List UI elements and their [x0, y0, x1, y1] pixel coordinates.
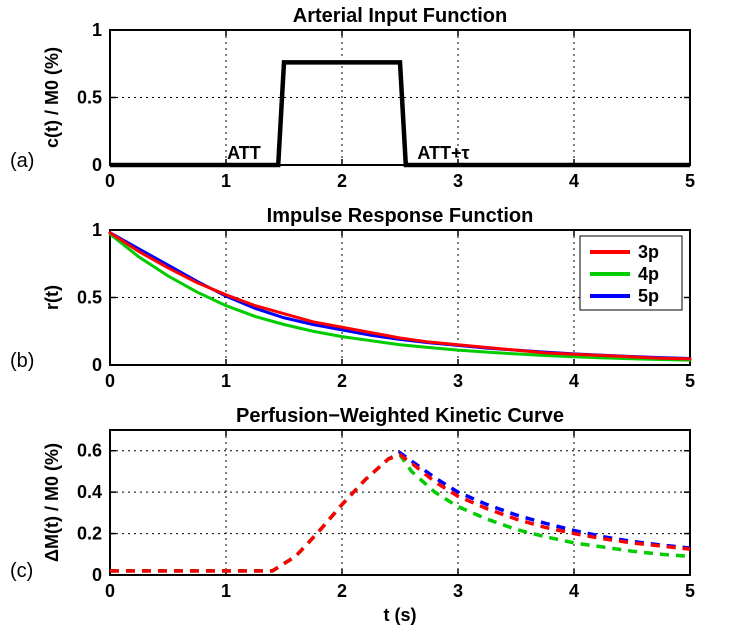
- legend-label-4p: 4p: [638, 264, 659, 284]
- svg-text:2: 2: [337, 171, 347, 191]
- kinetic-series-4p: [110, 455, 690, 571]
- svg-text:t (s): t (s): [384, 605, 417, 625]
- svg-text:3: 3: [453, 371, 463, 391]
- svg-text:0: 0: [92, 155, 102, 175]
- svg-text:4: 4: [569, 171, 579, 191]
- svg-text:2: 2: [337, 371, 347, 391]
- svg-text:0.2: 0.2: [77, 524, 102, 544]
- svg-text:r(t): r(t): [42, 285, 62, 310]
- figure-page: { "panel_labels": {"a": "(a)", "b": "(b)…: [0, 0, 729, 639]
- svg-text:0.5: 0.5: [77, 288, 102, 308]
- att-annotation: ATT: [227, 143, 261, 163]
- svg-text:Arterial Input Function: Arterial Input Function: [293, 5, 507, 27]
- att-tau-annotation: ATT+τ: [417, 143, 469, 163]
- svg-text:Perfusion−Weighted Kinetic Cur: Perfusion−Weighted Kinetic Curve: [236, 405, 564, 427]
- svg-text:5: 5: [685, 171, 695, 191]
- svg-text:ΔM(t) / M0 (%): ΔM(t) / M0 (%): [42, 443, 62, 562]
- svg-text:0: 0: [105, 371, 115, 391]
- svg-text:5: 5: [685, 581, 695, 601]
- svg-text:0: 0: [92, 565, 102, 585]
- svg-text:0: 0: [105, 171, 115, 191]
- svg-text:1: 1: [221, 371, 231, 391]
- svg-text:3: 3: [453, 581, 463, 601]
- svg-text:0.6: 0.6: [77, 441, 102, 461]
- legend-label-3p: 3p: [638, 242, 659, 262]
- kinetic-curve-chart: 0 1 2 3 4 5 0 0.2 0.4 0.6 Perfusion−Weighted Kinet…: [0, 400, 729, 639]
- kinetic-series-5p: [110, 453, 690, 571]
- svg-text:1: 1: [92, 220, 102, 240]
- svg-text:0.5: 0.5: [77, 88, 102, 108]
- svg-text:5: 5: [685, 371, 695, 391]
- arterial-input-line: [110, 62, 690, 165]
- kinetic-series-3p: [110, 455, 690, 571]
- arterial-input-chart: 0 1 2 3 4 5 0 0.5 1 Arterial Input Function c(t) /…: [0, 0, 729, 200]
- svg-text:4: 4: [569, 581, 579, 601]
- svg-text:2: 2: [337, 581, 347, 601]
- svg-text:0: 0: [105, 581, 115, 601]
- svg-text:1: 1: [221, 171, 231, 191]
- svg-text:Impulse Response Function: Impulse Response Function: [267, 205, 534, 227]
- svg-text:4: 4: [569, 371, 579, 391]
- legend-label-5p: 5p: [638, 286, 659, 306]
- svg-text:0.4: 0.4: [77, 482, 102, 502]
- svg-text:1: 1: [221, 581, 231, 601]
- impulse-response-chart: 0 1 2 3 4 5 0 0.5 1 Impulse Response Function r(t)…: [0, 200, 729, 400]
- svg-text:3: 3: [453, 171, 463, 191]
- svg-text:0: 0: [92, 355, 102, 375]
- svg-text:c(t) / M0 (%): c(t) / M0 (%): [42, 47, 62, 148]
- svg-text:1: 1: [92, 20, 102, 40]
